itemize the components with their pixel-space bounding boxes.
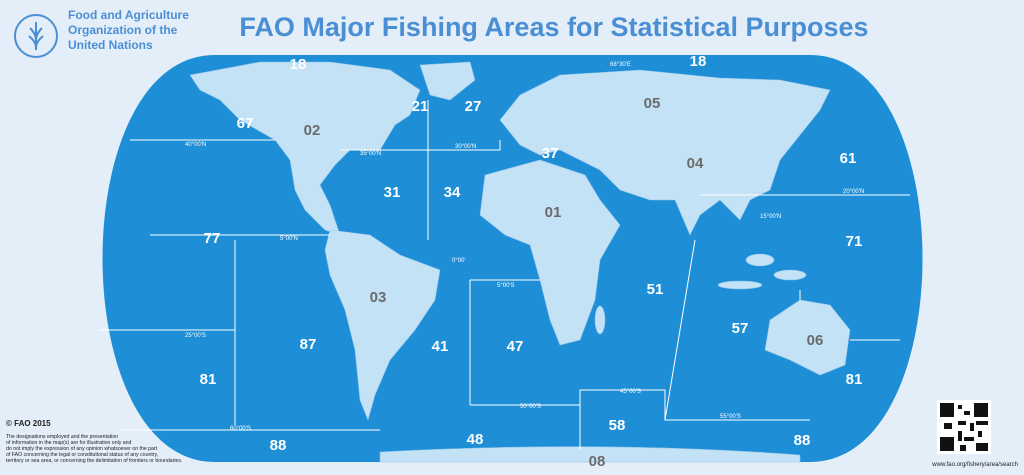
coordinate-labels: 40°00'N 35°00'N 30°00'N 20°00'N 15°00'N … (185, 62, 864, 432)
area-label: 71 (846, 233, 863, 250)
area-label: 88 (794, 432, 811, 449)
coordinate: 5°00'S (497, 283, 515, 289)
title: FAO Major Fishing Areas for Statistical … (239, 12, 868, 42)
qr-code (937, 400, 991, 454)
area-labels: 18 18 21 27 05 67 02 37 61 04 31 34 01 7… (200, 53, 863, 470)
area-label: 34 (444, 184, 461, 201)
coordinate: 68°30'E (610, 62, 631, 68)
area-label: 51 (647, 281, 664, 298)
org-name: Food and Agriculture (68, 8, 189, 22)
disclaimer-line: territory or sea area, or concerning the… (6, 458, 182, 464)
coordinate: 25°00'S (185, 333, 206, 339)
area-label: 31 (384, 184, 401, 201)
area-label: 27 (465, 98, 482, 115)
coordinate: 60°00'S (230, 426, 251, 432)
org-name: Organization of the (68, 23, 178, 37)
coordinate: 55°00'S (720, 414, 741, 420)
area-label: 67 (237, 115, 254, 132)
area-label: 77 (204, 230, 221, 247)
area-label: 06 (807, 332, 824, 349)
area-label: 57 (732, 320, 749, 337)
disclaimer-line: of information in the map(s) are for ill… (6, 440, 132, 446)
area-label: 81 (846, 371, 863, 388)
coordinate: 15°00'N (760, 214, 781, 220)
org-name: United Nations (68, 38, 153, 52)
area-boundaries (100, 100, 910, 450)
disclaimer: The designations employed and the presen… (6, 434, 182, 464)
coordinate: 20°00'N (843, 189, 864, 195)
coordinate: 50°00'S (520, 404, 541, 410)
disclaimer-line: of FAO concerning the legal or constitut… (6, 452, 158, 458)
area-label: 04 (687, 155, 704, 172)
area-label: 87 (300, 336, 317, 353)
disclaimer-line: do not imply the expression of any opini… (6, 446, 158, 452)
area-label: 41 (432, 338, 449, 355)
area-label: 81 (200, 371, 217, 388)
area-label: 37 (542, 145, 559, 162)
url: www.fao.org/fishery/area/search (931, 462, 1018, 468)
area-label: 03 (370, 289, 387, 306)
coordinate: 45°00'S (620, 389, 641, 395)
area-label: 02 (304, 122, 321, 139)
coordinate: 35°00'N (360, 151, 381, 157)
coordinate: 5°00'N (280, 236, 298, 242)
land (189, 61, 851, 463)
area-label: 61 (840, 150, 857, 167)
coordinate: 40°00'N (185, 142, 206, 148)
area-label: 21 (412, 98, 429, 115)
coordinate: 0°00' (452, 258, 466, 264)
area-label: 05 (644, 95, 661, 112)
area-label: 01 (545, 204, 562, 221)
area-label: 58 (609, 417, 626, 434)
area-label: 47 (507, 338, 524, 355)
copyright: © FAO 2015 (6, 419, 51, 428)
disclaimer-line: The designations employed and the presen… (6, 434, 118, 440)
area-label: 48 (467, 431, 484, 448)
area-label: 18 (690, 53, 707, 70)
coordinate: 30°00'N (455, 144, 476, 150)
area-label: 88 (270, 437, 287, 454)
fao-logo (14, 14, 58, 58)
area-label: 18 (290, 56, 307, 73)
area-label: 08 (589, 453, 606, 470)
